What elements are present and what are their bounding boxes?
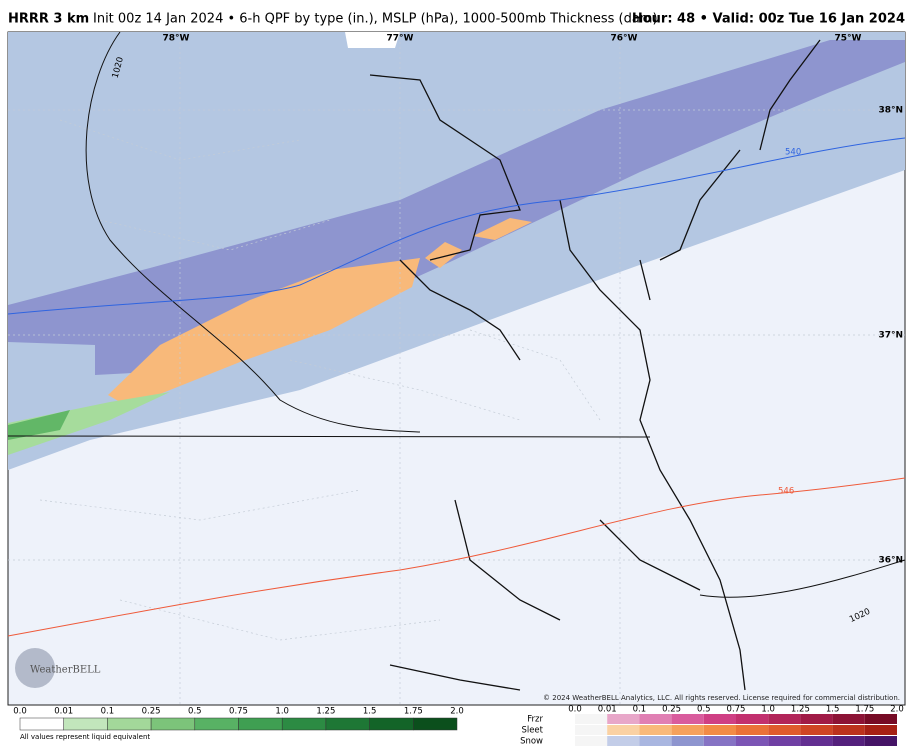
legend-swatch <box>413 717 458 731</box>
legend-swatch <box>768 736 801 746</box>
logo: WeatherBELL <box>30 665 101 676</box>
legend-swatch <box>575 725 608 735</box>
legend-swatch <box>671 714 704 724</box>
thickness-540 <box>7 137 906 315</box>
legend-swatch <box>639 714 672 724</box>
thickness-label: 546 <box>778 487 794 497</box>
legend-swatch <box>864 736 897 746</box>
legend-swatch <box>671 736 704 746</box>
legend-swatch <box>639 736 672 746</box>
sleet-area <box>108 258 420 402</box>
legend-swatch <box>19 717 64 731</box>
model-title: HRRR 3 km <box>8 12 89 27</box>
legend-swatch <box>736 736 769 746</box>
legend-tick: 1.75 <box>404 707 423 717</box>
legend-swatch <box>832 714 865 724</box>
legend-tick: 2.0 <box>890 705 904 715</box>
legend-swatch <box>736 725 769 735</box>
valid-time: Hour: 48 • Valid: 00z Tue 16 Jan 2024 <box>632 12 905 27</box>
legend-swatch <box>281 717 327 731</box>
legend-swatch <box>832 725 865 735</box>
thickness-label: 540 <box>785 148 801 158</box>
legend-tick: 1.5 <box>826 705 840 715</box>
lat-label: 38°N <box>878 106 903 116</box>
sleet-area <box>425 242 462 268</box>
rain-area <box>8 410 70 440</box>
lat-label: 36°N <box>878 556 903 566</box>
legend-tick: 1.5 <box>363 707 377 717</box>
legend-swatch <box>63 717 108 731</box>
lat-label: 37°N <box>878 331 903 341</box>
rain-area <box>8 392 170 455</box>
description: Init 00z 14 Jan 2024 • 6-h QPF by type (… <box>93 12 658 27</box>
lon-label: 77°W <box>387 34 414 44</box>
legend-swatch <box>575 714 608 724</box>
snow-area <box>8 40 905 375</box>
legend-swatch <box>800 725 833 735</box>
lon-label: 78°W <box>163 34 190 44</box>
legend-tick: 1.75 <box>855 705 874 715</box>
legend-swatch <box>671 725 704 735</box>
map: 78°W 77°W 76°W 75°W 38°N 37°N 36°N 1020 … <box>7 31 906 706</box>
legend-swatch <box>768 725 801 735</box>
legend-tick: 0.25 <box>662 705 681 715</box>
legend-tick: 1.0 <box>275 707 289 717</box>
legend-tick: 1.0 <box>761 705 775 715</box>
isobar <box>85 31 421 433</box>
legend-swatch <box>107 717 152 731</box>
legend-type: Frzr <box>527 715 543 725</box>
legend-tick: 0.0 <box>568 705 582 715</box>
legend-tick: 0.75 <box>727 705 746 715</box>
legend-tick: 0.0 <box>13 707 27 717</box>
legend-swatch <box>800 714 833 724</box>
grid-lines <box>8 32 905 705</box>
legend-swatch <box>194 717 239 731</box>
legend-tick: 0.01 <box>54 707 73 717</box>
legend-tick: 1.25 <box>316 707 335 717</box>
thickness-546 <box>7 477 906 637</box>
legend-swatch <box>703 725 736 735</box>
legend-tick: 0.5 <box>697 705 711 715</box>
legend-swatch <box>864 714 897 724</box>
logo-icon <box>15 648 55 688</box>
legend-swatch <box>864 725 897 735</box>
legend-swatch <box>369 717 414 731</box>
legend-swatch <box>800 736 833 746</box>
sleet-area <box>473 218 532 240</box>
legend-swatch <box>768 714 801 724</box>
legend-swatch <box>607 736 640 746</box>
legend-swatch <box>832 736 865 746</box>
no-data <box>345 32 400 48</box>
legend-tick: 1.25 <box>791 705 810 715</box>
legend-type: Sleet <box>521 726 543 736</box>
legend-tick: 0.1 <box>633 705 647 715</box>
isobar <box>699 559 906 598</box>
legend-tick: 0.5 <box>188 707 202 717</box>
legend-swatch <box>150 717 196 731</box>
copyright: © 2024 WeatherBELL Analytics, LLC. All r… <box>543 694 900 702</box>
legend-swatch <box>703 736 736 746</box>
legend-swatch <box>325 717 370 731</box>
legend-swatch <box>639 725 672 735</box>
legend-tick: 0.25 <box>142 707 161 717</box>
legend-swatch <box>607 725 640 735</box>
legend-tick: 0.1 <box>101 707 115 717</box>
coastline <box>369 39 821 691</box>
legend-swatch <box>703 714 736 724</box>
legend-note: All values represent liquid equivalent <box>20 733 150 741</box>
legend-swatch <box>575 736 608 746</box>
legend: All values represent liquid equivalent 0… <box>13 705 904 747</box>
legend-type: Snow <box>520 737 543 747</box>
legend-swatch <box>607 714 640 724</box>
legend-swatch <box>238 717 283 731</box>
legend-tick: 0.01 <box>598 705 617 715</box>
legend-swatch <box>736 714 769 724</box>
legend-tick: 2.0 <box>450 707 464 717</box>
legend-tick: 0.75 <box>229 707 248 717</box>
lon-label: 76°W <box>611 34 638 44</box>
state-border <box>7 435 651 438</box>
lon-label: 75°W <box>835 34 862 44</box>
